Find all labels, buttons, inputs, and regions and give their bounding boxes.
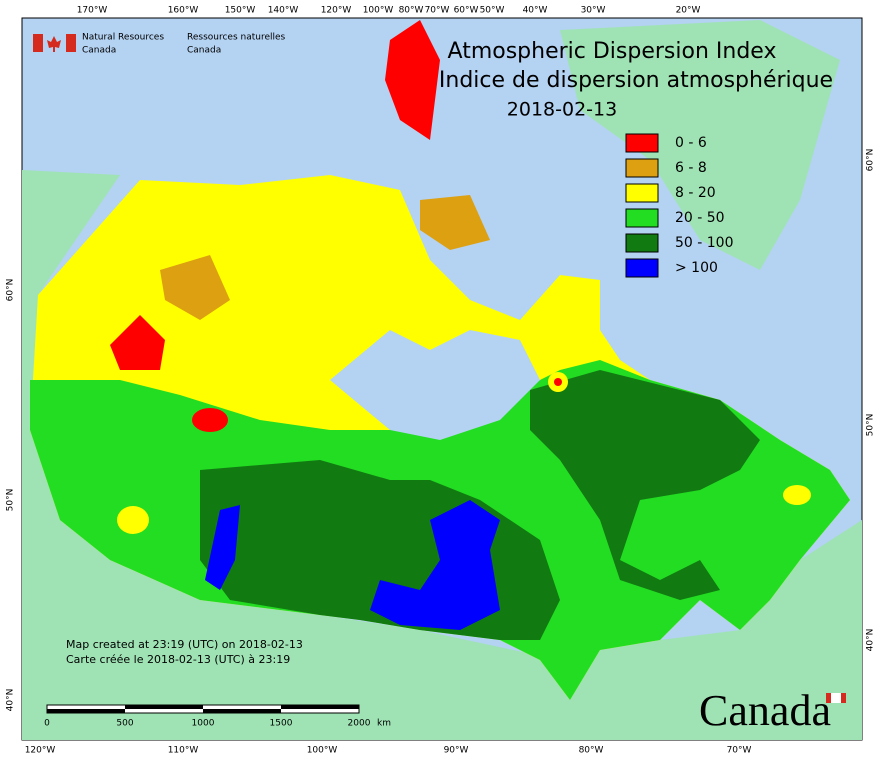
blue-zone <box>370 500 500 630</box>
hudson-bay <box>330 330 540 440</box>
lon-label: 90°W <box>444 746 469 756</box>
lat-label: 50°N <box>866 414 876 437</box>
map-frame <box>21 17 863 741</box>
legend-label: 8 - 20 <box>675 185 716 201</box>
title: Indice de dispersion atmosphérique <box>439 68 833 93</box>
maple-leaf <box>47 36 61 52</box>
legend-swatch <box>625 183 659 203</box>
nw-red <box>110 315 165 370</box>
lon-label: 40°W <box>523 6 548 16</box>
created-en: Map created at 23:19 (UTC) on 2018-02-13 <box>66 638 303 651</box>
scale-segment <box>203 709 281 713</box>
legend-label: > 100 <box>675 260 718 276</box>
scale-unit: km <box>377 719 391 729</box>
title: Atmospheric Dispersion Index <box>448 39 777 64</box>
wordmark-flag-center <box>831 693 841 703</box>
lon-label: 20°W <box>676 6 701 16</box>
lon-label: 110°W <box>168 746 199 756</box>
lon-label: 80°W <box>399 6 424 16</box>
legend-swatch <box>625 258 659 278</box>
ellesmere-red <box>385 20 440 140</box>
scale-label: 0 <box>44 719 50 729</box>
dynamic: 0 - 6 6 - 8 8 - 20 20 - 50 50 - 100 > 100 170°… <box>6 6 876 756</box>
scale-segment <box>47 709 125 713</box>
flag-bar <box>33 34 43 52</box>
scale-segment <box>125 705 203 709</box>
legend-label: 0 - 6 <box>675 135 707 151</box>
legend-swatch <box>625 158 659 178</box>
yellow-spot <box>117 506 149 534</box>
lon-label: 70°W <box>425 6 450 16</box>
scale-segment <box>281 705 359 709</box>
scale-label: 1000 <box>192 719 215 729</box>
logo <box>33 34 76 52</box>
lat-label: 50°N <box>6 489 16 512</box>
lon-label: 70°W <box>727 746 752 756</box>
yellow-spot <box>783 485 811 505</box>
wordmark: Canada <box>699 686 831 735</box>
baffin-orange <box>420 195 490 250</box>
scale-label: 1500 <box>270 719 293 729</box>
greenland <box>560 20 840 270</box>
lon-label: 80°W <box>579 746 604 756</box>
agency-en: Natural Resources <box>82 33 164 43</box>
lon-label: 50°W <box>480 6 505 16</box>
created-fr: Carte créée le 2018-02-13 (UTC) à 23:19 <box>66 653 290 666</box>
nw-orange <box>160 255 230 320</box>
blue-zone-west <box>205 505 240 590</box>
legend-swatch <box>625 133 659 153</box>
lon-label: 120°W <box>321 6 352 16</box>
lon-label: 60°W <box>454 6 479 16</box>
lon-label: 170°W <box>77 6 108 16</box>
lat-label: 60°N <box>866 149 876 172</box>
lon-label: 120°W <box>25 746 56 756</box>
flag-bar <box>66 34 76 52</box>
lon-label: 140°W <box>268 6 299 16</box>
date: 2018-02-13 <box>507 99 617 121</box>
lat-label: 60°N <box>6 279 16 302</box>
legend-swatch <box>625 233 659 253</box>
legend-label: 6 - 8 <box>675 160 707 176</box>
scale-label: 2000 <box>348 719 371 729</box>
scale-label: 500 <box>116 719 133 729</box>
red-spot <box>554 378 562 386</box>
agency-fr: Ressources naturelles <box>187 33 286 43</box>
lon-label: 150°W <box>225 6 256 16</box>
legend-label: 50 - 100 <box>675 235 734 251</box>
lon-label: 30°W <box>581 6 606 16</box>
legend-label: 20 - 50 <box>675 210 725 226</box>
lon-label: 100°W <box>363 6 394 16</box>
lat-label: 40°N <box>866 629 876 652</box>
agency-en: Canada <box>82 46 116 56</box>
red-spot <box>192 408 228 432</box>
land-outside <box>22 170 862 740</box>
lon-label: 160°W <box>168 6 199 16</box>
lat-label: 40°N <box>6 689 16 712</box>
dark-zone-east <box>530 370 760 600</box>
agency-fr: Canada <box>187 46 221 56</box>
legend-swatch <box>625 208 659 228</box>
lon-label: 100°W <box>307 746 338 756</box>
